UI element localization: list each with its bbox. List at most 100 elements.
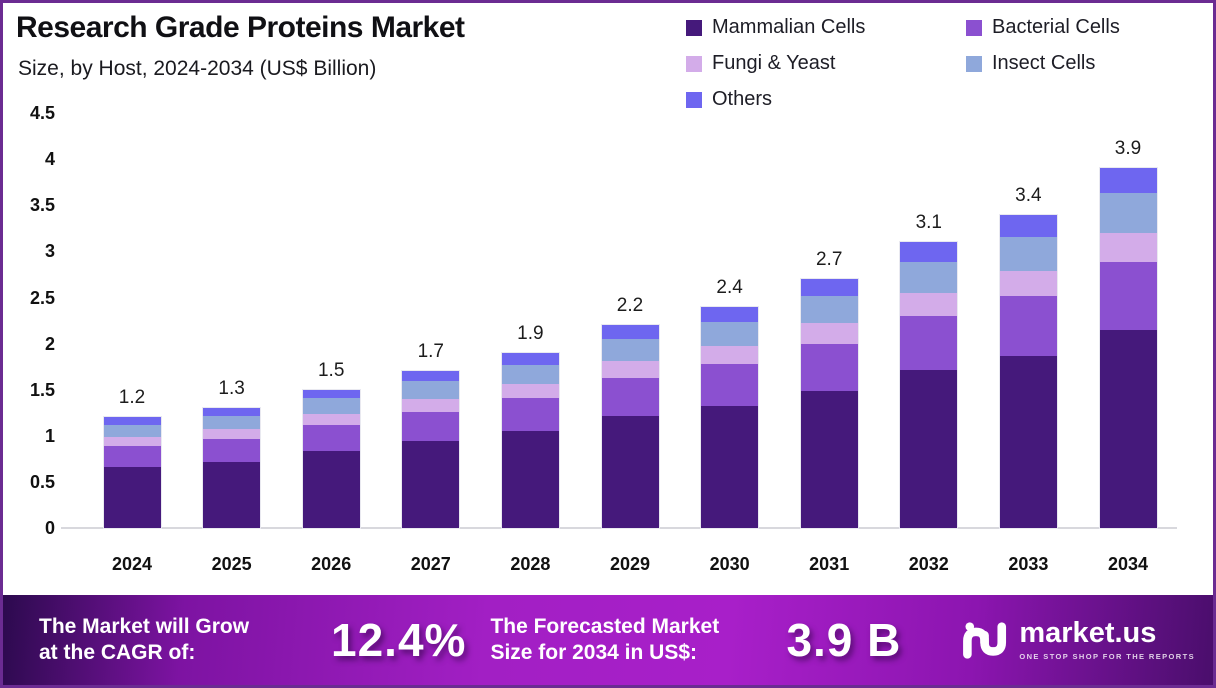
bar-segment-mammalian-cells (800, 390, 858, 528)
bar-segment-fungi-yeast (999, 270, 1057, 296)
y-tick-label: 1 (44, 425, 55, 446)
logo-text: market.us (1019, 617, 1157, 649)
y-tick-label: 1.5 (29, 379, 55, 400)
bar-segment-others (1099, 168, 1157, 194)
bar-segment-mammalian-cells (701, 406, 759, 528)
legend-swatch-icon (686, 55, 702, 72)
y-tick-label: 3 (44, 241, 55, 262)
bar-segment-others (402, 371, 460, 382)
bar-value-label: 3.9 (1114, 138, 1142, 160)
bar-segment-others (103, 417, 161, 425)
bar-segment-mammalian-cells (203, 461, 261, 528)
y-tick-label: 3.5 (29, 195, 55, 216)
bar-segment-insect-cells (999, 236, 1057, 271)
legend-item-mammalian-cells: Mammalian Cells (686, 16, 966, 39)
x-axis-label: 2026 (311, 554, 352, 574)
legend-swatch-icon (966, 55, 982, 72)
bar-segment-fungi-yeast (103, 436, 161, 446)
bottom-banner: The Market will Grow at the CAGR of: 12.… (3, 595, 1213, 685)
legend-label: Others (712, 88, 773, 110)
x-axis-label: 2034 (1107, 554, 1149, 574)
x-axis-label: 2027 (410, 554, 451, 574)
bar-value-label: 2.7 (815, 249, 843, 271)
x-axis-label: 2031 (809, 554, 850, 574)
logo-tagline: ONE STOP SHOP FOR THE REPORTS (1019, 652, 1195, 661)
bar-segment-mammalian-cells (501, 431, 559, 528)
bar-segment-bacterial-cells (1099, 261, 1157, 330)
bar-segment-mammalian-cells (999, 355, 1057, 528)
bar-segment-bacterial-cells (402, 411, 460, 442)
bar-segment-fungi-yeast (402, 398, 460, 412)
bar-value-label: 1.7 (417, 341, 444, 363)
y-tick-label: 0.5 (29, 471, 55, 492)
x-axis-label: 2033 (1008, 554, 1049, 574)
chart-title: Research Grade Proteins Market (16, 11, 465, 44)
bar-segment-insect-cells (701, 322, 759, 347)
x-axis-line (61, 527, 1177, 529)
cagr-label: The Market will Grow at the CAGR of: (39, 615, 250, 664)
bar-segment-others (800, 279, 858, 296)
bar-segment-others (900, 242, 958, 262)
bar-value-label: 3.4 (1015, 184, 1042, 206)
bar-segment-fungi-yeast (302, 413, 360, 425)
bar-segment-mammalian-cells (1099, 329, 1157, 528)
legend-label: Bacterial Cells (992, 16, 1120, 38)
legend-item-bacterial-cells: Bacterial Cells (966, 16, 1120, 39)
plot-area: 4.5 4 3.5 3 2.5 2 1.5 1 0.5 0 1.2 2024 1.3 2025 1.5 202… (3, 3, 1213, 685)
legend-swatch-icon (686, 91, 702, 108)
x-axis-label: 2029 (609, 554, 651, 574)
bar-segment-mammalian-cells (302, 451, 360, 528)
bar-segment-insect-cells (900, 261, 958, 293)
bar-2028 (501, 352, 559, 528)
bar-segment-bacterial-cells (900, 315, 958, 371)
bar-2032 (900, 242, 958, 528)
forecast-value: 3.9 B (786, 614, 902, 666)
y-tick-label: 2.5 (29, 287, 55, 308)
legend-item-fungi-yeast: Fungi & Yeast (686, 52, 966, 75)
legend-item-others: Others (686, 88, 966, 111)
bar-segment-fungi-yeast (601, 361, 659, 378)
bar-segment-insect-cells (103, 424, 161, 437)
bar-segment-insect-cells (1099, 193, 1157, 233)
legend-label: Insect Cells (992, 52, 1096, 74)
bar-segment-bacterial-cells (501, 397, 559, 432)
bar-segment-others (601, 325, 659, 339)
bar-2034 (1099, 168, 1157, 528)
bar-value-label: 2.4 (716, 276, 743, 298)
bar-segment-bacterial-cells (701, 363, 759, 407)
bar-segment-insect-cells (501, 364, 559, 385)
market-us-logo-icon (963, 622, 1007, 659)
bar-2030 (701, 306, 759, 528)
bar-segment-bacterial-cells (302, 424, 360, 452)
legend: Mammalian Cells Bacterial Cells Fungi & Ye… (686, 16, 1120, 111)
bar-segment-fungi-yeast (701, 346, 759, 364)
bar-segment-insect-cells (302, 397, 360, 414)
bar-segment-fungi-yeast (800, 323, 858, 344)
x-axis-label: 2025 (211, 554, 252, 574)
bar-segment-others (203, 408, 261, 417)
bar-segment-fungi-yeast (1099, 232, 1157, 262)
bar-value-label: 1.9 (517, 322, 544, 344)
x-axis-label: 2024 (111, 554, 153, 574)
bar-segment-bacterial-cells (800, 343, 858, 391)
market-us-logo: market.us ONE STOP SHOP FOR THE REPORTS (963, 619, 1195, 661)
legend-label: Fungi & Yeast (712, 52, 836, 74)
bar-segment-fungi-yeast (900, 292, 958, 316)
bar-value-label: 1.2 (118, 387, 146, 409)
legend-item-insect-cells: Insect Cells (966, 52, 1120, 75)
y-tick-label: 0 (44, 518, 55, 538)
bar-segment-bacterial-cells (203, 438, 261, 462)
bar-value-label: 1.3 (218, 378, 245, 400)
bar-2029 (601, 325, 659, 528)
bar-segment-fungi-yeast (501, 384, 559, 398)
bar-segment-insect-cells (800, 295, 858, 324)
bar-segment-insect-cells (601, 338, 659, 362)
bar-segment-bacterial-cells (999, 295, 1057, 356)
x-axis-label: 2030 (709, 554, 750, 574)
cagr-value: 12.4% (331, 614, 467, 666)
bar-segment-mammalian-cells (103, 467, 161, 528)
legend-swatch-icon (966, 19, 982, 36)
bar-2027 (402, 371, 460, 528)
bar-segment-insect-cells (203, 416, 261, 430)
